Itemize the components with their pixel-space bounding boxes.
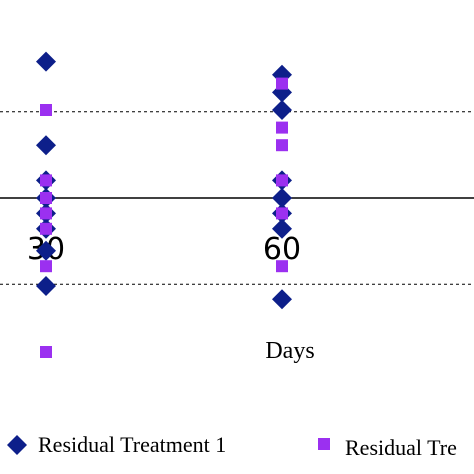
treatment-2-point-11 bbox=[276, 207, 288, 220]
treatment-1-point-7 bbox=[36, 276, 56, 296]
treatment-1-point-1 bbox=[36, 135, 56, 156]
treatment-2-point-7 bbox=[276, 77, 288, 90]
treatment-1-point-10 bbox=[272, 100, 292, 120]
x-axis-title: Days bbox=[265, 338, 314, 364]
treatment-2-point-1 bbox=[40, 174, 52, 187]
legend: Residual Treatment 1 Residual Tre bbox=[7, 432, 457, 460]
treatment-1-point-15 bbox=[272, 289, 292, 310]
treatment-2-point-4 bbox=[40, 222, 52, 235]
treatment-1-point-12 bbox=[272, 188, 292, 208]
data-points bbox=[36, 51, 292, 358]
treatment-2-point-12 bbox=[276, 260, 288, 273]
treatment-2-point-2 bbox=[40, 192, 52, 204]
treatment-1-point-0 bbox=[36, 51, 56, 72]
treatment-1-point-14 bbox=[272, 218, 292, 239]
legend-label-treatment-1: Residual Treatment 1 bbox=[38, 432, 226, 457]
treatment-2-point-8 bbox=[276, 121, 288, 134]
treatment-2-point-9 bbox=[276, 139, 288, 152]
treatment-2-point-6 bbox=[40, 346, 52, 358]
legend-label-treatment-2: Residual Tre bbox=[345, 435, 457, 460]
treatment-2-point-0 bbox=[40, 104, 52, 116]
reference-lines bbox=[0, 111, 474, 285]
treatment-1-point-6 bbox=[36, 240, 56, 261]
legend-diamond-marker bbox=[7, 435, 27, 455]
x-tick-labels: 3060 bbox=[27, 232, 301, 267]
treatment-2-point-5 bbox=[40, 260, 52, 273]
legend-square-marker bbox=[318, 438, 330, 450]
treatment-2-point-10 bbox=[276, 174, 288, 187]
treatment-2-point-3 bbox=[40, 207, 52, 220]
